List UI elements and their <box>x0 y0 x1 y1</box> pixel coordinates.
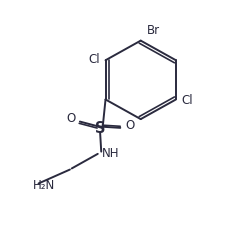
Text: Br: Br <box>147 24 160 37</box>
Text: Cl: Cl <box>182 94 193 107</box>
Text: O: O <box>125 119 134 132</box>
Text: NH: NH <box>102 147 119 160</box>
Text: O: O <box>66 112 75 125</box>
Text: H₂N: H₂N <box>33 179 55 192</box>
Text: S: S <box>95 121 105 136</box>
Text: Cl: Cl <box>88 53 100 66</box>
